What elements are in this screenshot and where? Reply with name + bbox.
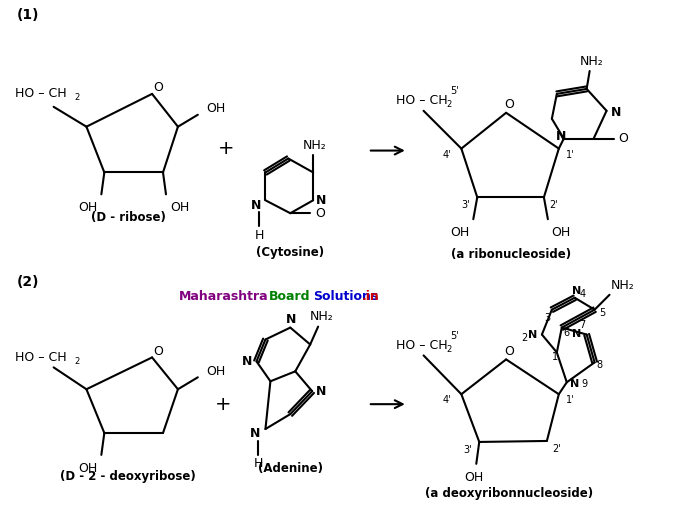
Text: O: O <box>315 207 325 220</box>
Text: N: N <box>528 330 537 339</box>
Text: OH: OH <box>206 365 225 378</box>
Text: N: N <box>611 106 621 119</box>
Text: O: O <box>153 345 163 358</box>
Text: NH₂: NH₂ <box>302 139 326 152</box>
Text: NH₂: NH₂ <box>579 55 604 68</box>
Text: 5': 5' <box>450 86 459 96</box>
Text: N: N <box>570 379 579 389</box>
Text: HO – CH: HO – CH <box>395 94 447 108</box>
Text: NH₂: NH₂ <box>310 310 334 323</box>
Text: OH: OH <box>464 471 484 484</box>
Text: O: O <box>504 98 514 111</box>
Text: N: N <box>572 329 582 338</box>
Text: (a ribonucleoside): (a ribonucleoside) <box>451 248 571 262</box>
Text: 3': 3' <box>461 200 470 210</box>
Text: HO – CH: HO – CH <box>395 339 447 352</box>
Text: H: H <box>255 229 264 241</box>
Text: 2': 2' <box>549 200 558 210</box>
Text: (D - ribose): (D - ribose) <box>91 211 165 224</box>
Text: 4': 4' <box>442 395 451 405</box>
Text: 4: 4 <box>579 289 586 299</box>
Text: (a deoxyribonnucleoside): (a deoxyribonnucleoside) <box>425 487 593 500</box>
Text: OH: OH <box>551 226 570 239</box>
Text: Board: Board <box>269 290 310 304</box>
Text: 1': 1' <box>566 395 575 405</box>
Text: N: N <box>250 428 260 440</box>
Text: 5': 5' <box>450 331 459 340</box>
Text: OH: OH <box>170 201 189 214</box>
Text: 3: 3 <box>544 313 550 323</box>
Text: (Adenine): (Adenine) <box>258 462 323 475</box>
Text: HO – CH: HO – CH <box>15 351 66 364</box>
Text: O: O <box>504 345 514 358</box>
Text: H: H <box>254 458 263 470</box>
Text: Maharashtra: Maharashtra <box>179 290 269 304</box>
Text: (Cytosine): (Cytosine) <box>256 245 325 259</box>
Text: 9: 9 <box>582 379 588 389</box>
Text: 1: 1 <box>552 352 558 363</box>
Text: N: N <box>286 313 296 326</box>
Text: N: N <box>572 286 582 296</box>
Text: 2: 2 <box>74 357 80 366</box>
Text: 2: 2 <box>74 93 80 103</box>
Text: .in: .in <box>362 290 380 304</box>
Text: N: N <box>316 194 327 207</box>
Text: OH: OH <box>206 103 225 115</box>
Text: 8: 8 <box>597 361 603 370</box>
Text: HO – CH: HO – CH <box>15 87 66 100</box>
Text: (2): (2) <box>17 275 39 289</box>
Text: O: O <box>619 132 628 145</box>
Text: 2: 2 <box>446 345 452 354</box>
Text: 6: 6 <box>564 328 570 337</box>
Text: Solutions: Solutions <box>313 290 378 304</box>
Text: O: O <box>153 81 163 94</box>
Text: N: N <box>243 355 253 368</box>
Text: 2: 2 <box>521 332 527 342</box>
Text: N: N <box>555 130 566 143</box>
Text: 3': 3' <box>463 445 472 455</box>
Text: N: N <box>316 385 327 398</box>
Text: 4': 4' <box>442 149 451 160</box>
Text: OH: OH <box>451 226 470 239</box>
Text: 7: 7 <box>579 320 586 330</box>
Text: (1): (1) <box>17 8 39 22</box>
Text: (D - 2 - deoxyribose): (D - 2 - deoxyribose) <box>61 470 196 483</box>
Text: NH₂: NH₂ <box>610 279 635 292</box>
Text: N: N <box>251 199 262 212</box>
Text: +: + <box>214 395 231 414</box>
Text: 5: 5 <box>599 308 606 318</box>
Text: 2': 2' <box>553 444 562 454</box>
Text: OH: OH <box>78 201 97 214</box>
Text: OH: OH <box>78 462 97 475</box>
Text: 2: 2 <box>446 100 452 109</box>
Text: +: + <box>218 139 234 158</box>
Text: 1': 1' <box>566 149 575 160</box>
